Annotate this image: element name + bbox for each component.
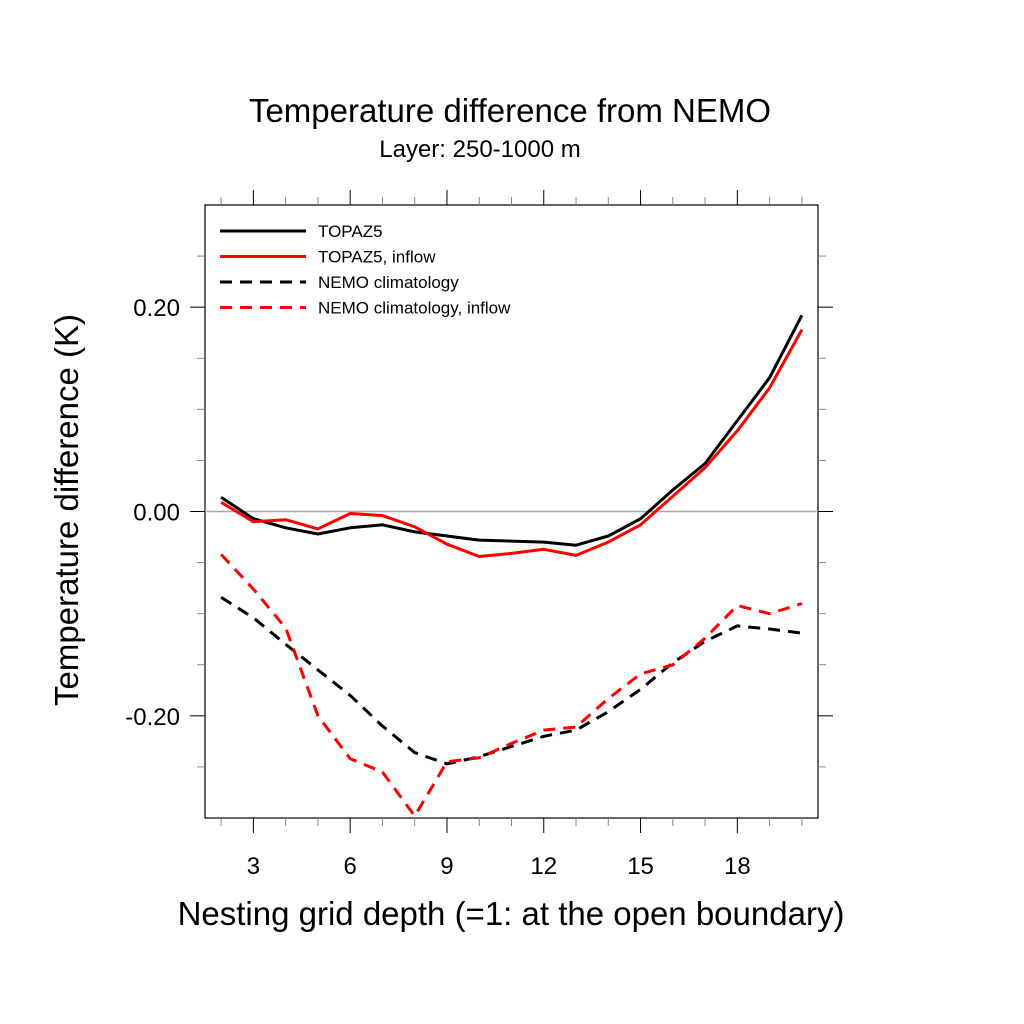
legend-label: NEMO climatology <box>318 273 459 292</box>
legend: TOPAZ5 TOPAZ5, inflow NEMO climatology NEMO… <box>220 222 511 318</box>
x-tick-label: 12 <box>530 853 557 880</box>
series-line-topaz5-inflow <box>220 328 804 558</box>
y-axis-label: Temperature difference (K) <box>48 314 85 706</box>
x-tick-label: 3 <box>247 853 260 880</box>
x-axis-label: Nesting grid depth (=1: at the open boun… <box>178 895 845 932</box>
series-line-nemo-climatology-inflow <box>220 553 803 818</box>
legend-label: NEMO climatology, inflow <box>318 299 511 318</box>
x-tick-label: 6 <box>344 853 357 880</box>
x-tick-label: 15 <box>627 853 654 880</box>
series-group <box>220 314 804 818</box>
series-line-topaz5 <box>220 314 804 547</box>
chart-title: Temperature difference from NEMO <box>249 92 771 129</box>
plot-area: 3 6 9 12 15 18 -0.20 0.00 0.20 <box>125 190 833 880</box>
y-tick-label: 0.00 <box>133 500 180 527</box>
legend-label: TOPAZ5 <box>318 222 383 241</box>
x-tick-label: 18 <box>724 853 751 880</box>
chart-subtitle: Layer: 250-1000 m <box>379 136 580 163</box>
legend-label: TOPAZ5, inflow <box>318 248 436 267</box>
series-line-nemo-climatology <box>220 596 803 766</box>
y-tick-label: 0.20 <box>133 295 180 322</box>
x-tick-label: 9 <box>440 853 453 880</box>
y-tick-label: -0.20 <box>125 704 180 731</box>
